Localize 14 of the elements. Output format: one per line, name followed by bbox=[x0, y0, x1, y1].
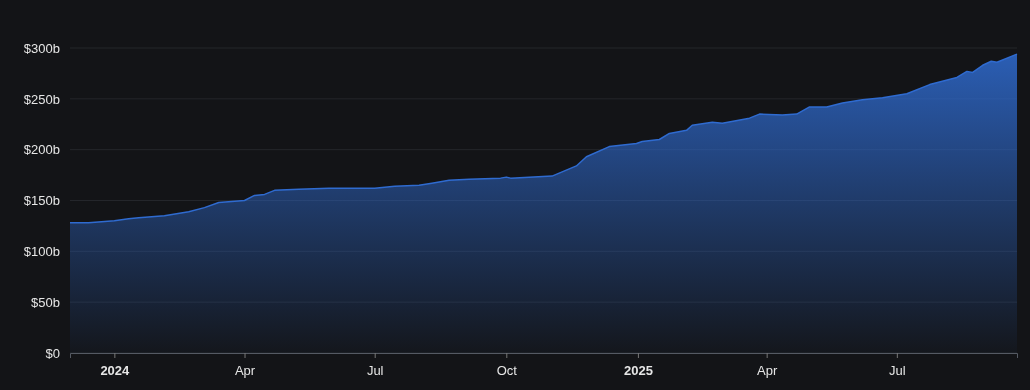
x-tick-label: Jul bbox=[889, 363, 906, 379]
y-tick-label: $200b bbox=[23, 142, 60, 158]
y-tick-label: $250b bbox=[23, 91, 60, 107]
x-tick-label: Apr bbox=[234, 363, 256, 379]
y-tick-label: $100b bbox=[23, 243, 60, 259]
x-tick-label: 2025 bbox=[623, 363, 653, 379]
x-tick-label: Jul bbox=[366, 363, 384, 379]
y-tick-label: $150b bbox=[23, 193, 60, 209]
x-tick-label: Oct bbox=[496, 363, 518, 379]
y-tick-label: $300b bbox=[23, 40, 60, 56]
y-tick-label: $0 bbox=[45, 345, 60, 361]
x-tick-label: Apr bbox=[757, 363, 778, 379]
x-tick-label: 2024 bbox=[100, 363, 131, 379]
y-tick-label: $50b bbox=[31, 294, 60, 310]
